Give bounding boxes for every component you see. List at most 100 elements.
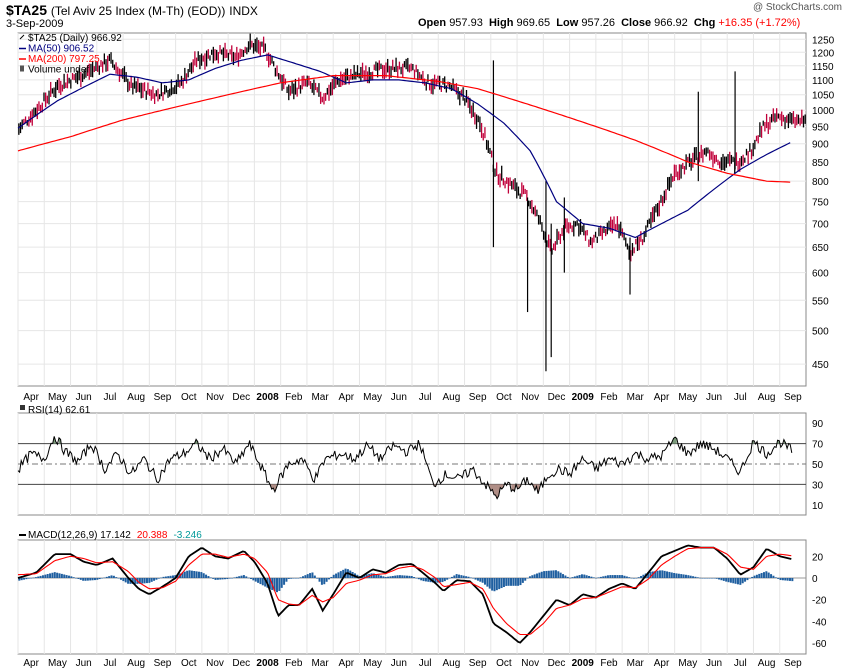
macd-histogram-bar xyxy=(67,575,70,578)
macd-histogram-bar xyxy=(384,577,387,578)
macd-histogram-bar xyxy=(545,570,548,578)
macd-histogram-bar xyxy=(666,571,669,578)
macd-histogram-bar xyxy=(462,575,465,578)
low-value: 957.26 xyxy=(581,17,615,29)
price-tick-label: 650 xyxy=(812,243,829,254)
x-tick-label-bottom: Apr xyxy=(339,658,355,668)
macd-histogram-bar xyxy=(640,575,643,578)
macd-histogram-bar xyxy=(611,575,614,578)
macd-histogram-bar xyxy=(207,576,210,578)
macd-histogram-bar xyxy=(377,574,380,578)
macd-histogram-bar xyxy=(223,578,226,580)
macd-histogram-bar xyxy=(235,576,238,578)
macd-histogram-bar xyxy=(91,578,94,581)
macd-histogram-bar xyxy=(528,576,531,578)
macd-histogram-bar xyxy=(79,578,82,580)
macd-histogram-bar xyxy=(552,570,555,578)
macd-histogram-bar xyxy=(675,573,678,578)
macd-histogram-bar xyxy=(734,578,737,584)
macd-histogram-bar xyxy=(441,578,444,583)
macd-histogram-bar xyxy=(231,578,234,579)
low-label: Low xyxy=(556,17,579,29)
macd-histogram-bar xyxy=(209,577,212,578)
x-tick-label-bottom: Apr xyxy=(654,658,670,668)
macd-tick-label: -20 xyxy=(812,596,827,607)
macd-histogram-bar xyxy=(467,576,470,578)
macd-histogram-bar xyxy=(439,578,442,583)
macd-histogram-bar xyxy=(202,573,205,578)
x-tick-label-bottom: May xyxy=(48,658,67,668)
macd-histogram-bar xyxy=(205,574,208,578)
macd-histogram-bar xyxy=(316,578,319,579)
macd-histogram-bar xyxy=(517,578,520,586)
rsi-tick-label: 50 xyxy=(812,460,824,471)
x-tick-label: Sep xyxy=(469,392,487,403)
x-tick-label: Sep xyxy=(154,392,172,403)
x-tick-label: Feb xyxy=(600,392,618,403)
macd-histogram-bar xyxy=(70,576,73,578)
price-tick-label: 1250 xyxy=(812,35,835,46)
macd-histogram-bar xyxy=(233,577,236,578)
macd-histogram-bar xyxy=(51,572,54,578)
macd-histogram-bar xyxy=(604,575,607,578)
macd-histogram-bar xyxy=(458,574,461,578)
macd-histogram-bar xyxy=(413,577,416,578)
macd-histogram-bar xyxy=(37,576,40,578)
x-tick-label: Nov xyxy=(206,392,224,403)
macd-histogram-bar xyxy=(510,578,513,586)
macd-histogram-bar xyxy=(718,578,721,580)
close-value: 966.92 xyxy=(654,17,688,29)
price-tick-label: 1150 xyxy=(812,62,834,73)
macd-histogram-bar xyxy=(245,576,248,578)
macd-histogram-bar xyxy=(214,578,217,580)
macd-histogram-bar xyxy=(153,578,156,581)
macd-histogram-bar xyxy=(746,578,749,581)
macd-histogram-bar xyxy=(299,577,302,578)
macd-histogram-bar xyxy=(188,570,191,578)
rsi-overbought-fill xyxy=(672,437,677,444)
x-tick-label: Oct xyxy=(496,392,512,403)
macd-histogram-bar xyxy=(417,578,420,580)
macd-histogram-bar xyxy=(727,578,730,583)
macd-histogram-bar xyxy=(254,578,257,582)
macd-histogram-bar xyxy=(661,570,664,578)
macd-histogram-bar xyxy=(325,578,328,582)
macd-histogram-bar xyxy=(571,577,574,578)
macd-histogram-bar xyxy=(481,578,484,583)
price-tick-label: 750 xyxy=(812,198,829,209)
x-tick-label: Oct xyxy=(181,392,197,403)
macd-histogram-bar xyxy=(576,575,579,578)
x-tick-label: Nov xyxy=(521,392,539,403)
macd-histogram-bar xyxy=(554,570,557,578)
macd-histogram-bar xyxy=(628,577,631,578)
macd-histogram-bar xyxy=(668,571,671,578)
macd-tick-label: -60 xyxy=(812,639,827,650)
macd-histogram-bar xyxy=(247,577,250,579)
macd-histogram-bar xyxy=(20,578,23,581)
macd-histogram-bar xyxy=(221,578,224,580)
macd-histogram-bar xyxy=(160,577,163,579)
macd-histogram-bar xyxy=(219,578,222,580)
legend-label: MA(50) 906.52 xyxy=(28,44,95,55)
macd-histogram-bar xyxy=(342,569,345,578)
macd-histogram-bar xyxy=(649,571,652,578)
macd-histogram-bar xyxy=(647,572,650,578)
macd-histogram-bar xyxy=(507,578,510,586)
macd-histogram-bar xyxy=(618,575,621,578)
macd-histogram-bar xyxy=(164,576,167,578)
x-tick-label-bottom: Apr xyxy=(23,658,39,668)
macd-histogram-bar xyxy=(49,573,52,578)
macd-histogram-bar xyxy=(606,575,609,578)
macd-histogram-bar xyxy=(540,571,543,578)
x-tick-label-bottom: Feb xyxy=(285,658,303,668)
macd-histogram-bar xyxy=(363,574,366,578)
x-tick-label: May xyxy=(363,392,382,403)
macd-histogram-bar xyxy=(573,576,576,578)
price-tick-label: 550 xyxy=(812,296,829,307)
chart-title: $TA25 (Tel Aviv 25 Index (M-Th) (EOD)) I… xyxy=(6,2,258,18)
macd-histogram-bar xyxy=(339,571,342,578)
macd-histogram-bar xyxy=(588,575,591,578)
ohlc-summary: Open 957.93 High 969.65 Low 957.26 Close… xyxy=(418,17,800,29)
macd-histogram-bar xyxy=(455,574,458,578)
macd-histogram-bar xyxy=(729,578,732,583)
